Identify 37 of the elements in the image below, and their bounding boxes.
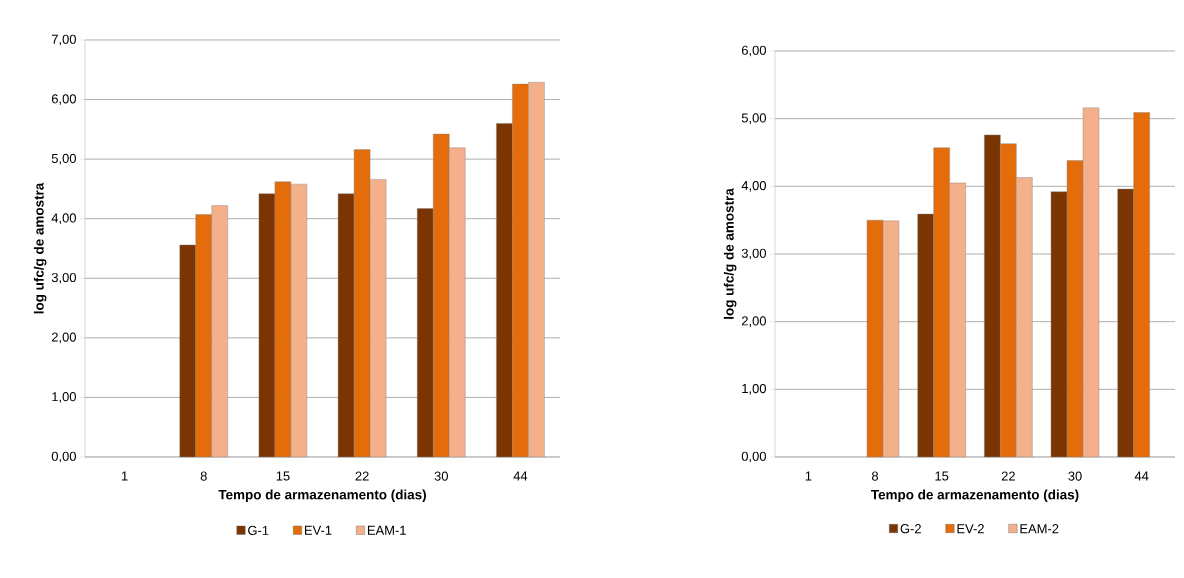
x-tick-label: 22	[1001, 471, 1015, 481]
x-axis-title: Tempo de armazenamento (dias)	[218, 489, 426, 503]
y-tick-label: 6,00	[51, 94, 76, 105]
y-tick-label: 3,00	[741, 248, 766, 260]
x-tick-label: 30	[1068, 471, 1082, 481]
y-tick-label: 2,00	[741, 316, 766, 327]
y-tick-label: 7,00	[51, 34, 76, 46]
legend-label: G-2	[900, 524, 921, 534]
legend-label: EAM-2	[1020, 524, 1059, 534]
x-tick-label: 1	[121, 471, 128, 481]
y-tick-label: 5,00	[51, 153, 76, 165]
legend-label: EV-2	[957, 524, 984, 534]
y-tick-label: 6,00	[741, 45, 766, 57]
x-tick-label: 15	[935, 471, 949, 481]
y-tick-label: 5,00	[741, 113, 766, 124]
legend-label: G-1	[248, 525, 269, 535]
y-tick-label: 4,00	[741, 180, 766, 192]
y-tick-label: 3,00	[51, 272, 76, 284]
y-tick-label: 1,00	[742, 383, 766, 395]
y-tick-label: 0,00	[741, 451, 766, 463]
y-tick-label: 1,00	[52, 392, 76, 403]
x-tick-label: 1	[805, 471, 812, 481]
x-tick-label: 8	[871, 471, 879, 481]
y-tick-label: 0,00	[51, 451, 76, 463]
x-tick-label: 15	[276, 471, 290, 481]
y-tick-label: 4,00	[51, 213, 76, 225]
y-axis-title: log ufc/g de amostra	[33, 182, 47, 314]
x-tick-label: 22	[355, 471, 369, 481]
x-tick-label: 44	[1134, 471, 1149, 481]
legend-label: EV-1	[304, 525, 332, 535]
y-axis-title: log ufc/g de amostra	[723, 188, 737, 319]
legend-label: EAM-1	[367, 525, 406, 535]
x-tick-label: 44	[513, 471, 528, 481]
x-tick-label: 30	[434, 471, 448, 481]
x-tick-label: 8	[200, 471, 207, 481]
x-axis-title: Tempo de armazenamento (dias)	[871, 489, 1079, 503]
y-tick-label: 2,00	[51, 332, 76, 344]
